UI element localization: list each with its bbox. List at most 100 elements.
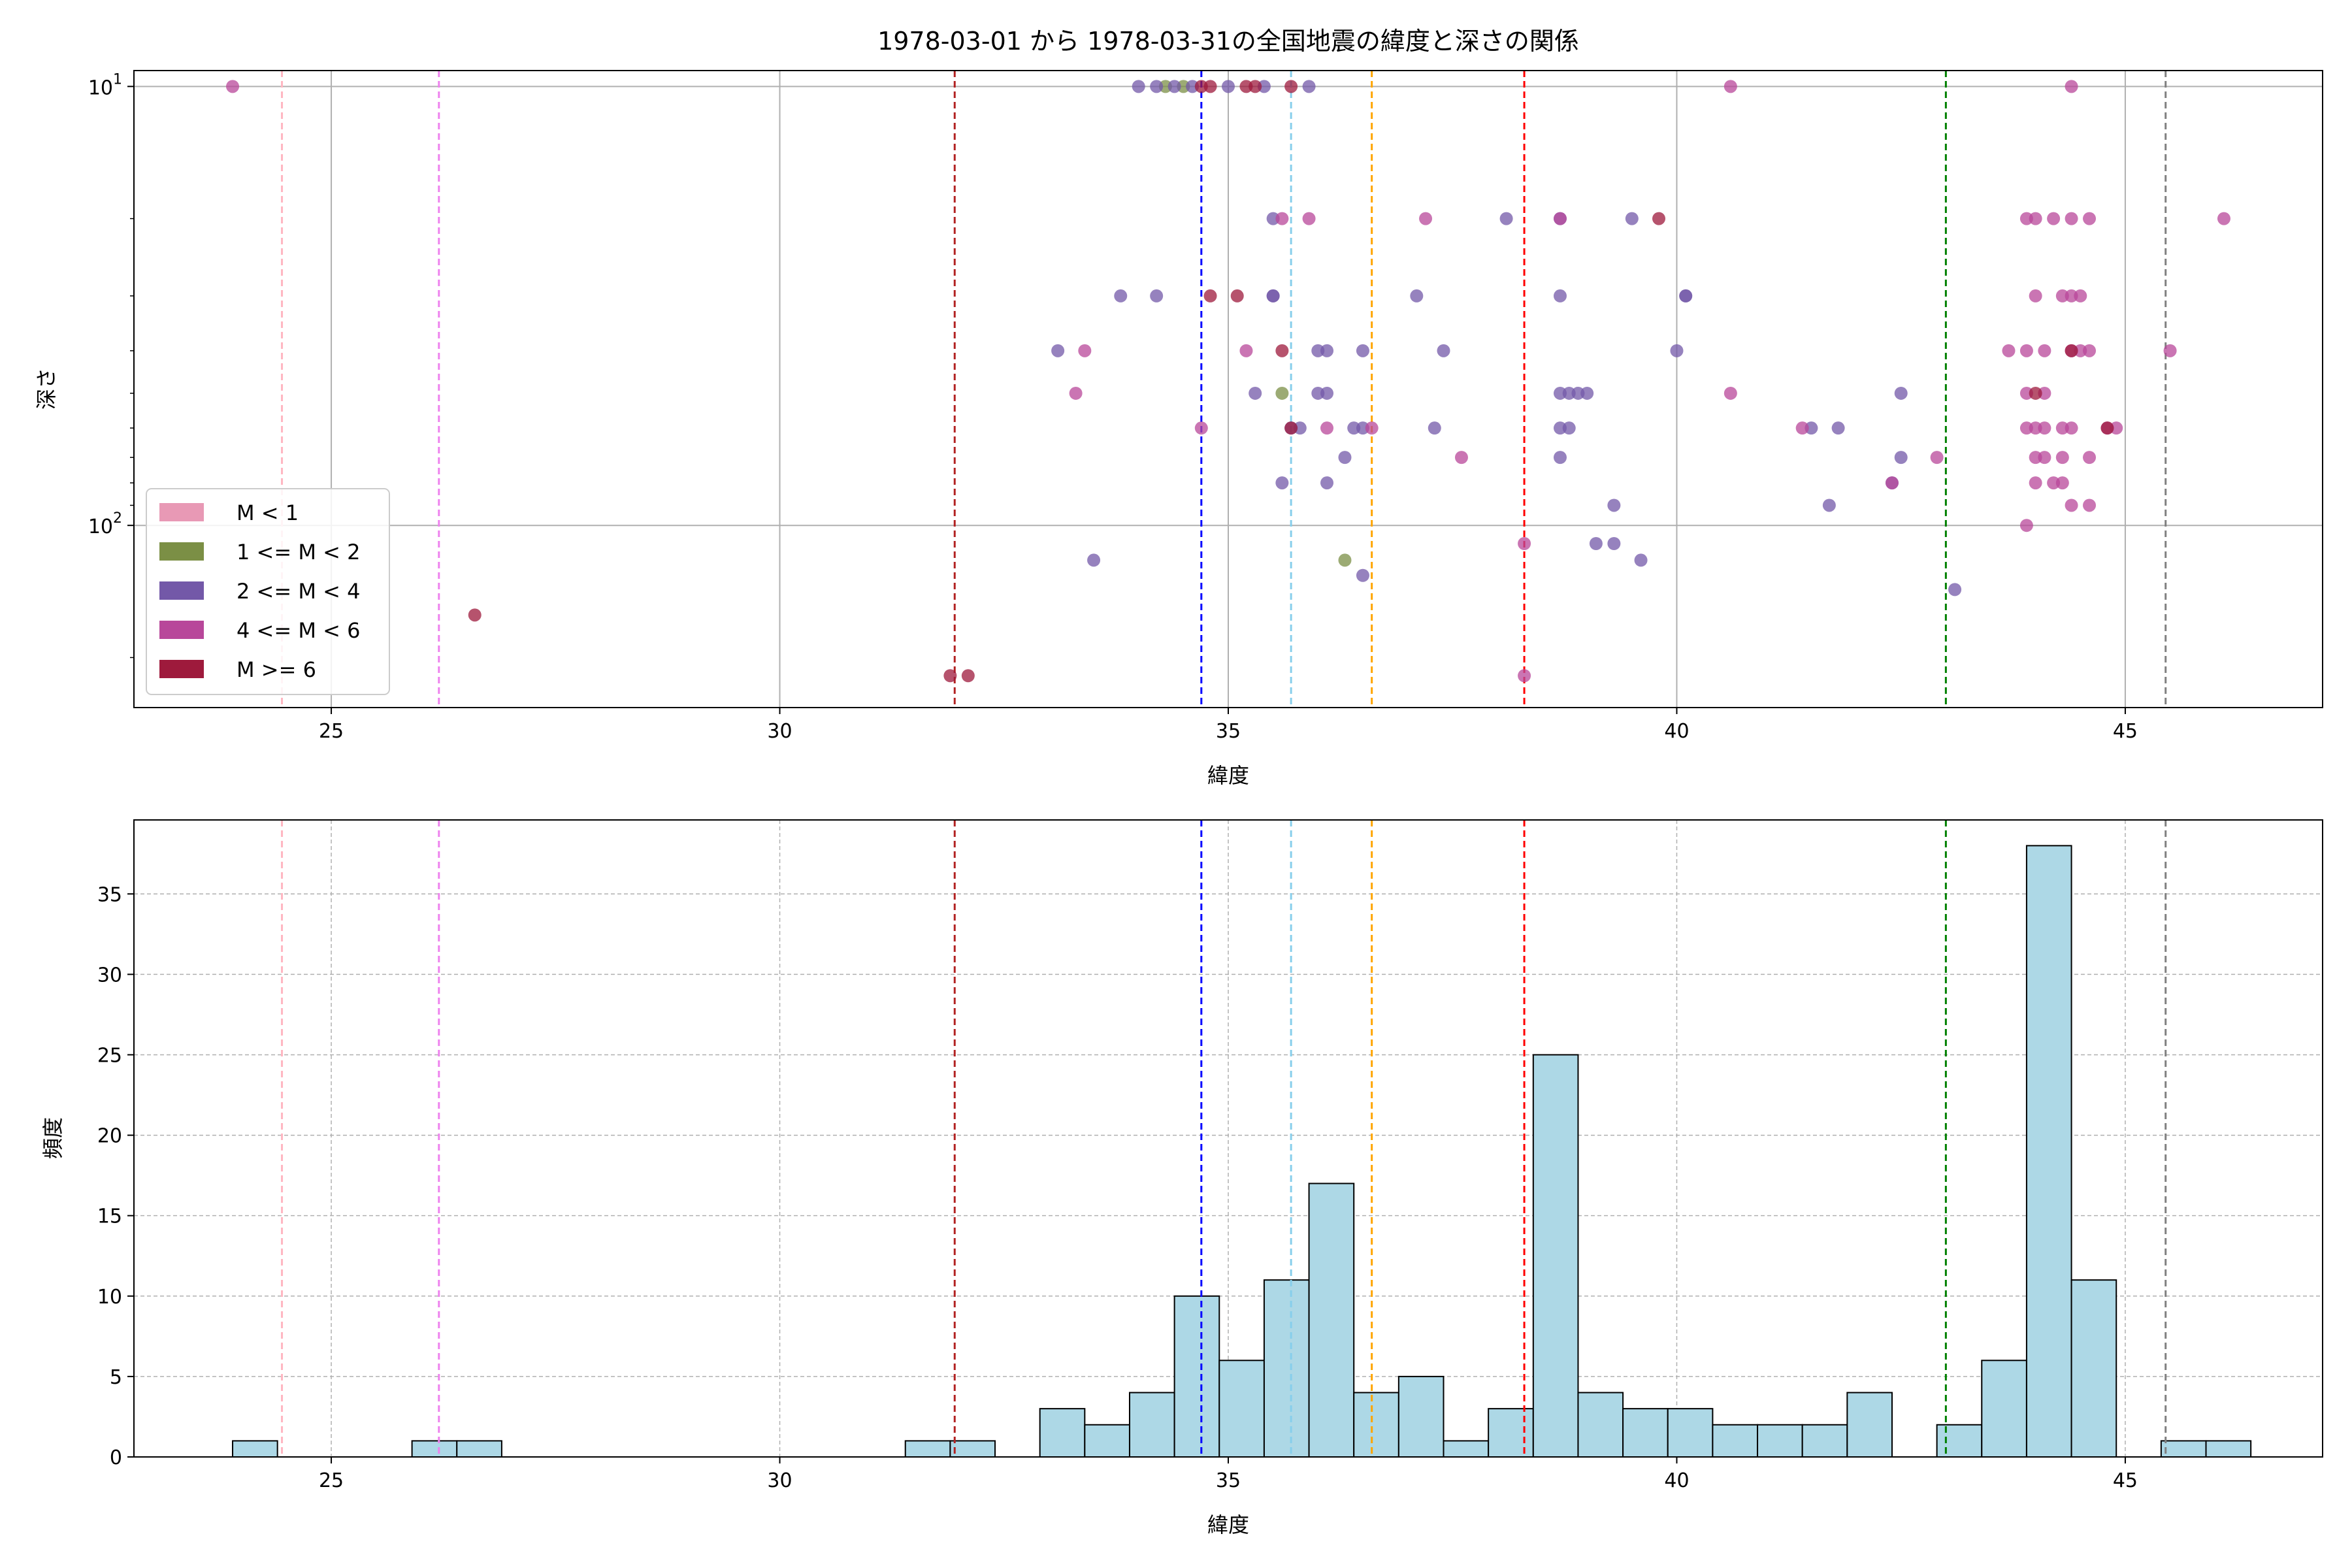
histogram-bar bbox=[1981, 1360, 2027, 1458]
scatter-point bbox=[1356, 344, 1369, 357]
scatter-point bbox=[2110, 421, 2123, 435]
legend-label: 2 <= M < 4 bbox=[237, 579, 360, 604]
scatter-point bbox=[1347, 421, 1361, 435]
scatter-point bbox=[1239, 80, 1253, 93]
scatter-point bbox=[1652, 212, 1666, 225]
histogram-y-tick-label: 20 bbox=[97, 1125, 122, 1148]
scatter-point bbox=[1078, 344, 1092, 357]
histogram-x-axis-label: 緯度 bbox=[1207, 1512, 1249, 1537]
scatter-point bbox=[1607, 537, 1621, 551]
scatter-point bbox=[2100, 421, 2114, 435]
histogram-y-tick-label: 15 bbox=[97, 1205, 122, 1228]
scatter-point bbox=[1284, 80, 1298, 93]
scatter-point bbox=[1186, 80, 1200, 93]
legend-label: 4 <= M < 6 bbox=[237, 618, 360, 643]
scatter-point bbox=[1437, 344, 1450, 357]
scatter-point bbox=[2019, 519, 2033, 532]
scatter-point bbox=[2038, 451, 2051, 465]
scatter-point bbox=[1948, 583, 1962, 596]
scatter-point bbox=[2065, 498, 2078, 512]
histogram-bar bbox=[1353, 1392, 1399, 1458]
histogram-bar bbox=[1263, 1279, 1310, 1458]
histogram-bar bbox=[2160, 1440, 2207, 1458]
histogram-panel: 25 30 35 40 45 0 5 10 15 20 25 30 35 緯度 頻度 bbox=[41, 819, 2323, 1537]
scatter-point bbox=[1562, 386, 1576, 400]
histogram-bars bbox=[232, 845, 2252, 1458]
scatter-point bbox=[1670, 344, 1684, 357]
histogram-bar bbox=[1488, 1408, 1534, 1458]
scatter-point bbox=[1266, 212, 1280, 225]
scatter-point bbox=[1795, 421, 1809, 435]
scatter-point bbox=[2065, 344, 2078, 357]
scatter-point bbox=[1275, 386, 1289, 400]
legend-label: M >= 6 bbox=[237, 657, 316, 682]
scatter-point bbox=[1518, 669, 1531, 683]
histogram-y-tick-label: 10 bbox=[97, 1286, 122, 1309]
scatter-point bbox=[1553, 289, 1567, 302]
legend-swatch bbox=[159, 581, 204, 600]
scatter-point bbox=[1625, 212, 1639, 225]
scatter-point bbox=[1356, 421, 1369, 435]
scatter-point bbox=[1275, 212, 1289, 225]
scatter-point bbox=[1553, 421, 1567, 435]
scatter-point bbox=[1168, 80, 1181, 93]
scatter-point bbox=[943, 669, 957, 683]
scatter-legend: M < 1 1 <= M < 2 2 <= M < 4 4 <= M < 6 M >= … bbox=[146, 488, 390, 695]
scatter-point bbox=[1239, 344, 1253, 357]
scatter-point bbox=[1553, 386, 1567, 400]
scatter-point bbox=[1150, 80, 1164, 93]
scatter-y-axis-label: 深さ bbox=[34, 368, 59, 410]
scatter-point bbox=[1275, 476, 1289, 490]
scatter-point bbox=[1580, 386, 1594, 400]
scatter-point bbox=[1365, 421, 1379, 435]
scatter-point bbox=[1158, 80, 1172, 93]
scatter-panel: 25 30 35 40 45 101 102 緯度 深さ M < 1 1 <= M < 2 2… bbox=[34, 70, 2323, 788]
histogram-bar bbox=[1846, 1392, 1893, 1458]
histogram-y-tick-label: 30 bbox=[97, 964, 122, 987]
scatter-point bbox=[2029, 421, 2042, 435]
scatter-point bbox=[1634, 553, 1648, 567]
scatter-point bbox=[1571, 386, 1585, 400]
scatter-point bbox=[1894, 386, 1908, 400]
histogram-bar bbox=[456, 1440, 502, 1458]
scatter-x-tick-label: 25 bbox=[319, 720, 344, 743]
histogram-bar bbox=[1218, 1360, 1265, 1458]
histogram-bar bbox=[2070, 1279, 2117, 1458]
scatter-point bbox=[1069, 386, 1083, 400]
histogram-y-tick-label: 25 bbox=[97, 1044, 122, 1067]
scatter-point bbox=[2002, 344, 2016, 357]
scatter-point bbox=[1518, 537, 1531, 551]
scatter-point bbox=[2029, 212, 2042, 225]
scatter-point bbox=[1562, 421, 1576, 435]
histogram-x-tick-label: 25 bbox=[319, 1469, 344, 1492]
scatter-point bbox=[1320, 476, 1334, 490]
scatter-point bbox=[2083, 451, 2097, 465]
histogram-bar bbox=[2205, 1440, 2252, 1458]
scatter-point bbox=[2047, 212, 2061, 225]
histogram-bar bbox=[1667, 1408, 1714, 1458]
scatter-point bbox=[1454, 451, 1468, 465]
scatter-point bbox=[1320, 344, 1334, 357]
histogram-bar bbox=[1173, 1295, 1220, 1458]
scatter-point bbox=[2083, 344, 2097, 357]
histogram-bar bbox=[1622, 1408, 1669, 1458]
legend-box bbox=[146, 488, 390, 695]
scatter-point bbox=[1311, 344, 1325, 357]
scatter-point bbox=[1311, 386, 1325, 400]
scatter-x-tick-label: 30 bbox=[767, 720, 792, 743]
legend-swatch bbox=[159, 503, 204, 521]
scatter-point bbox=[1203, 289, 1217, 302]
scatter-point bbox=[2038, 421, 2051, 435]
scatter-point bbox=[1320, 421, 1334, 435]
scatter-point bbox=[1723, 386, 1737, 400]
scatter-point bbox=[1284, 421, 1298, 435]
scatter-point bbox=[1302, 80, 1316, 93]
scatter-point bbox=[2074, 344, 2087, 357]
scatter-point bbox=[2029, 476, 2042, 490]
scatter-y-tick-label: 101 bbox=[88, 71, 122, 99]
scatter-point bbox=[1338, 553, 1352, 567]
scatter-point bbox=[1822, 498, 1836, 512]
histogram-bar bbox=[1084, 1424, 1130, 1458]
histogram-x-tick-label: 40 bbox=[1664, 1469, 1689, 1492]
histogram-bar bbox=[1577, 1392, 1624, 1458]
